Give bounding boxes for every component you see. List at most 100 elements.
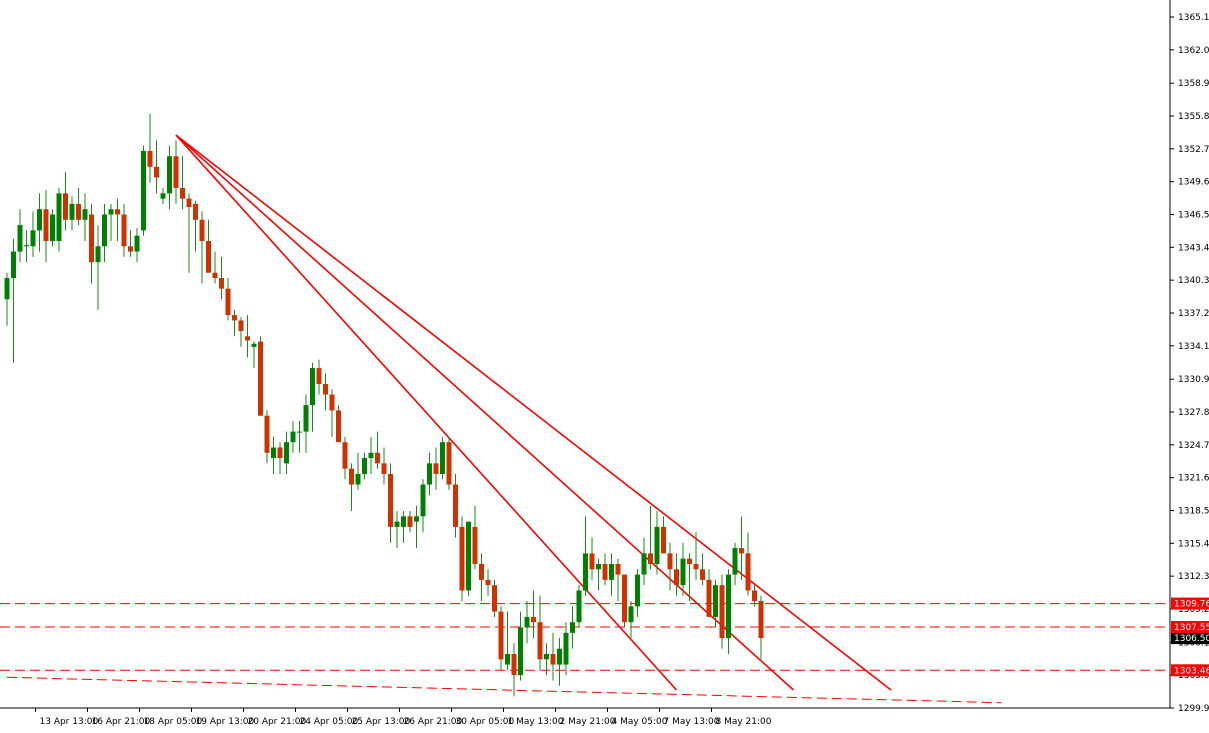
candle-body: [63, 193, 68, 220]
candle-body: [24, 245, 29, 247]
current-price-tag-text: 1306.50: [1174, 634, 1209, 644]
candle: [674, 553, 679, 596]
support-dashed-line: [6, 676, 1002, 704]
candle-body: [693, 563, 699, 570]
candle: [479, 553, 484, 602]
candle-body: [349, 468, 354, 485]
candle-body: [368, 452, 374, 459]
candle: [82, 193, 88, 241]
candle: [206, 219, 211, 273]
level-price-tag-text: 1303.46: [1174, 666, 1209, 676]
candle: [303, 394, 309, 453]
candle: [277, 442, 283, 474]
candle-body: [654, 526, 660, 564]
level-price-tag-bg: [1171, 664, 1209, 677]
x-tick-label: 13 Apr 13:00: [40, 717, 99, 727]
candle: [433, 447, 439, 490]
candle: [518, 611, 523, 681]
candle-body: [212, 272, 218, 279]
candle: [472, 505, 478, 570]
candle-body: [147, 150, 153, 167]
candle: [180, 156, 185, 210]
candle: [563, 622, 569, 676]
candle-body: [76, 203, 81, 220]
candle-body: [557, 648, 562, 665]
candle-body: [680, 558, 686, 586]
candle: [199, 211, 205, 284]
candle-body: [427, 463, 432, 485]
y-tick-label: 1349.60: [1178, 178, 1209, 188]
candle: [56, 188, 62, 252]
candle-body: [186, 198, 192, 208]
candle: [128, 230, 133, 257]
candle-body: [615, 563, 621, 575]
candle: [336, 405, 341, 443]
candle: [43, 190, 49, 263]
candle: [427, 452, 432, 496]
candle: [212, 251, 218, 284]
candle-body: [56, 193, 62, 241]
candle: [375, 431, 380, 469]
level-price-tag: 1307.55: [1171, 620, 1209, 633]
candle: [583, 516, 588, 596]
candle-body: [420, 484, 426, 517]
candle-body: [232, 315, 237, 321]
candle: [63, 172, 68, 231]
candle: [30, 211, 36, 257]
level-price-tag: 1309.76: [1171, 597, 1209, 610]
candle-body: [264, 415, 270, 453]
candle-body: [251, 343, 257, 347]
candle: [76, 188, 81, 226]
candle-body: [290, 431, 296, 443]
candle-body: [89, 214, 94, 263]
candle-body: [310, 368, 315, 406]
candle-body: [745, 553, 751, 591]
candle-body: [674, 569, 679, 586]
candle-body: [50, 214, 55, 241]
candle-body: [199, 219, 205, 241]
candle-body: [401, 516, 406, 527]
candle: [134, 228, 140, 263]
y-tick-label: 1324.75: [1178, 441, 1209, 451]
candle-body: [505, 653, 510, 665]
candle: [102, 203, 107, 263]
candle: [355, 452, 361, 490]
candle: [407, 511, 413, 533]
candle: [323, 373, 328, 411]
y-tick-label: 1299.90: [1178, 704, 1209, 714]
candle-body: [388, 473, 393, 527]
candle-body: [713, 585, 718, 617]
candle-body: [440, 442, 445, 474]
candle: [693, 532, 699, 580]
x-tick-label: 1 May 13:00: [508, 717, 564, 727]
candle: [290, 421, 296, 453]
y-tick-label: 1365.15: [1178, 13, 1209, 23]
candle-body: [524, 616, 530, 628]
candle-body: [576, 590, 582, 623]
y-tick-label: 1309.25: [1178, 605, 1209, 615]
trendline: [175, 134, 892, 691]
candle: [576, 585, 582, 628]
y-tick-label: 1346.50: [1178, 211, 1209, 221]
candle: [719, 574, 725, 649]
candle: [713, 579, 718, 628]
candle-body: [453, 484, 458, 527]
candle: [557, 638, 562, 686]
candle: [420, 479, 426, 533]
x-tick-label: 26 Apr 21:00: [404, 717, 463, 727]
x-tick-label: 24 Apr 05:00: [300, 717, 359, 727]
candle-body: [121, 214, 127, 247]
candle-body: [95, 246, 101, 263]
candle-body: [641, 553, 647, 575]
candle: [186, 193, 192, 273]
x-tick-label: 20 Apr 21:00: [248, 717, 307, 727]
candle: [37, 193, 42, 252]
candle: [271, 436, 276, 474]
candle-body: [316, 368, 322, 384]
candle-body: [433, 463, 439, 474]
candle: [687, 553, 692, 602]
candle: [17, 209, 23, 263]
candle-body: [648, 553, 653, 564]
